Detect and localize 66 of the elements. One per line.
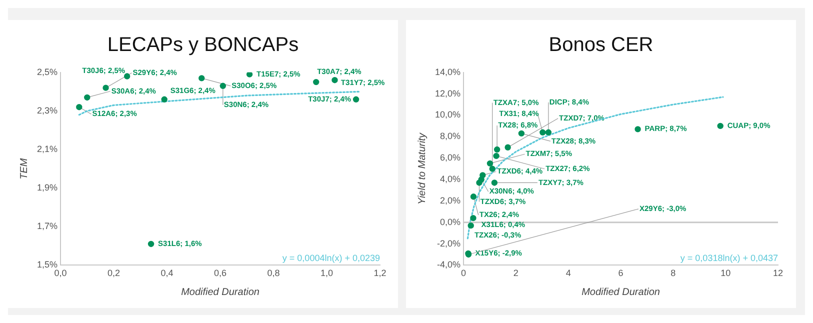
x-tick-label: 0,6 [214, 268, 227, 278]
y-tick-label: 14,0% [434, 66, 461, 77]
y-tick-label: 6,0% [440, 152, 461, 163]
y-tick-label: 1,5% [37, 260, 58, 270]
point [480, 172, 486, 178]
point [518, 130, 525, 137]
point [161, 96, 168, 102]
annotation: y = 0,0318ln(x) + 0,0437 [680, 253, 778, 264]
x-tick-label: 4 [566, 268, 571, 278]
point [489, 166, 496, 172]
point [148, 240, 154, 248]
point [540, 129, 546, 136]
y-tick-label: 2,1% [37, 144, 58, 154]
y-tick-label: 0,0% [440, 216, 461, 227]
point [246, 72, 253, 78]
point [486, 160, 494, 167]
x-tick-label: 2 [513, 268, 518, 278]
y-tick-label: 2,0% [440, 195, 461, 206]
point [476, 180, 482, 186]
point [493, 152, 500, 160]
point [332, 77, 338, 84]
annotation: y = 0,0004ln(x) + 0,0239 [282, 253, 380, 264]
y-tick-label: 8,0% [440, 131, 461, 142]
x-tick-label: 0,0 [54, 268, 67, 278]
x-tick-label: 0,2 [108, 268, 120, 278]
y-tick-label: 2,3% [37, 105, 58, 116]
x-tick-label: 0,8 [267, 268, 280, 278]
x-tick-label: 10 [720, 268, 731, 278]
y-tick-label: -4,0% [437, 260, 461, 270]
y-tick-label: 12,0% [434, 88, 461, 98]
x-tick-label: 0,4 [160, 268, 174, 278]
y-tick-label: 4,0% [440, 174, 461, 184]
point [84, 94, 90, 101]
point [545, 129, 552, 136]
point [352, 96, 360, 102]
x-tick-label: 0 [461, 268, 466, 278]
y-axis-title: Yield to Maturity [416, 132, 428, 205]
x-tick-label: 1,0 [320, 268, 334, 278]
y-tick-label: 1,9% [37, 182, 58, 193]
y-tick-label: -2,0% [437, 238, 461, 248]
y-tick-label: 10,0% [434, 110, 461, 120]
point [220, 82, 226, 89]
point [504, 144, 511, 150]
point [491, 180, 498, 186]
point [494, 146, 500, 153]
y-axis-title: TEM [18, 158, 30, 180]
x-tick-label: 12 [772, 268, 784, 278]
point [470, 194, 477, 200]
point [634, 126, 641, 132]
x-tick-label: 1,2 [374, 268, 386, 278]
x-axis-title: Modified Duration [181, 286, 260, 298]
x-tick-label: 6 [618, 268, 624, 278]
point [124, 73, 130, 80]
y-tick-label: 1,7% [37, 221, 58, 232]
point [717, 122, 724, 130]
point [198, 75, 205, 82]
chart-title: LECAPs y BONCAPs [106, 33, 300, 58]
x-axis-title: Modified Duration [582, 286, 660, 298]
point [470, 214, 476, 222]
point [313, 78, 320, 86]
point [468, 222, 474, 229]
chart-title: Bonos CER [548, 33, 654, 58]
point [102, 84, 109, 91]
y-tick-label: 2,5% [37, 66, 58, 77]
x-tick-label: 8 [670, 268, 676, 278]
line-series [466, 96, 724, 240]
